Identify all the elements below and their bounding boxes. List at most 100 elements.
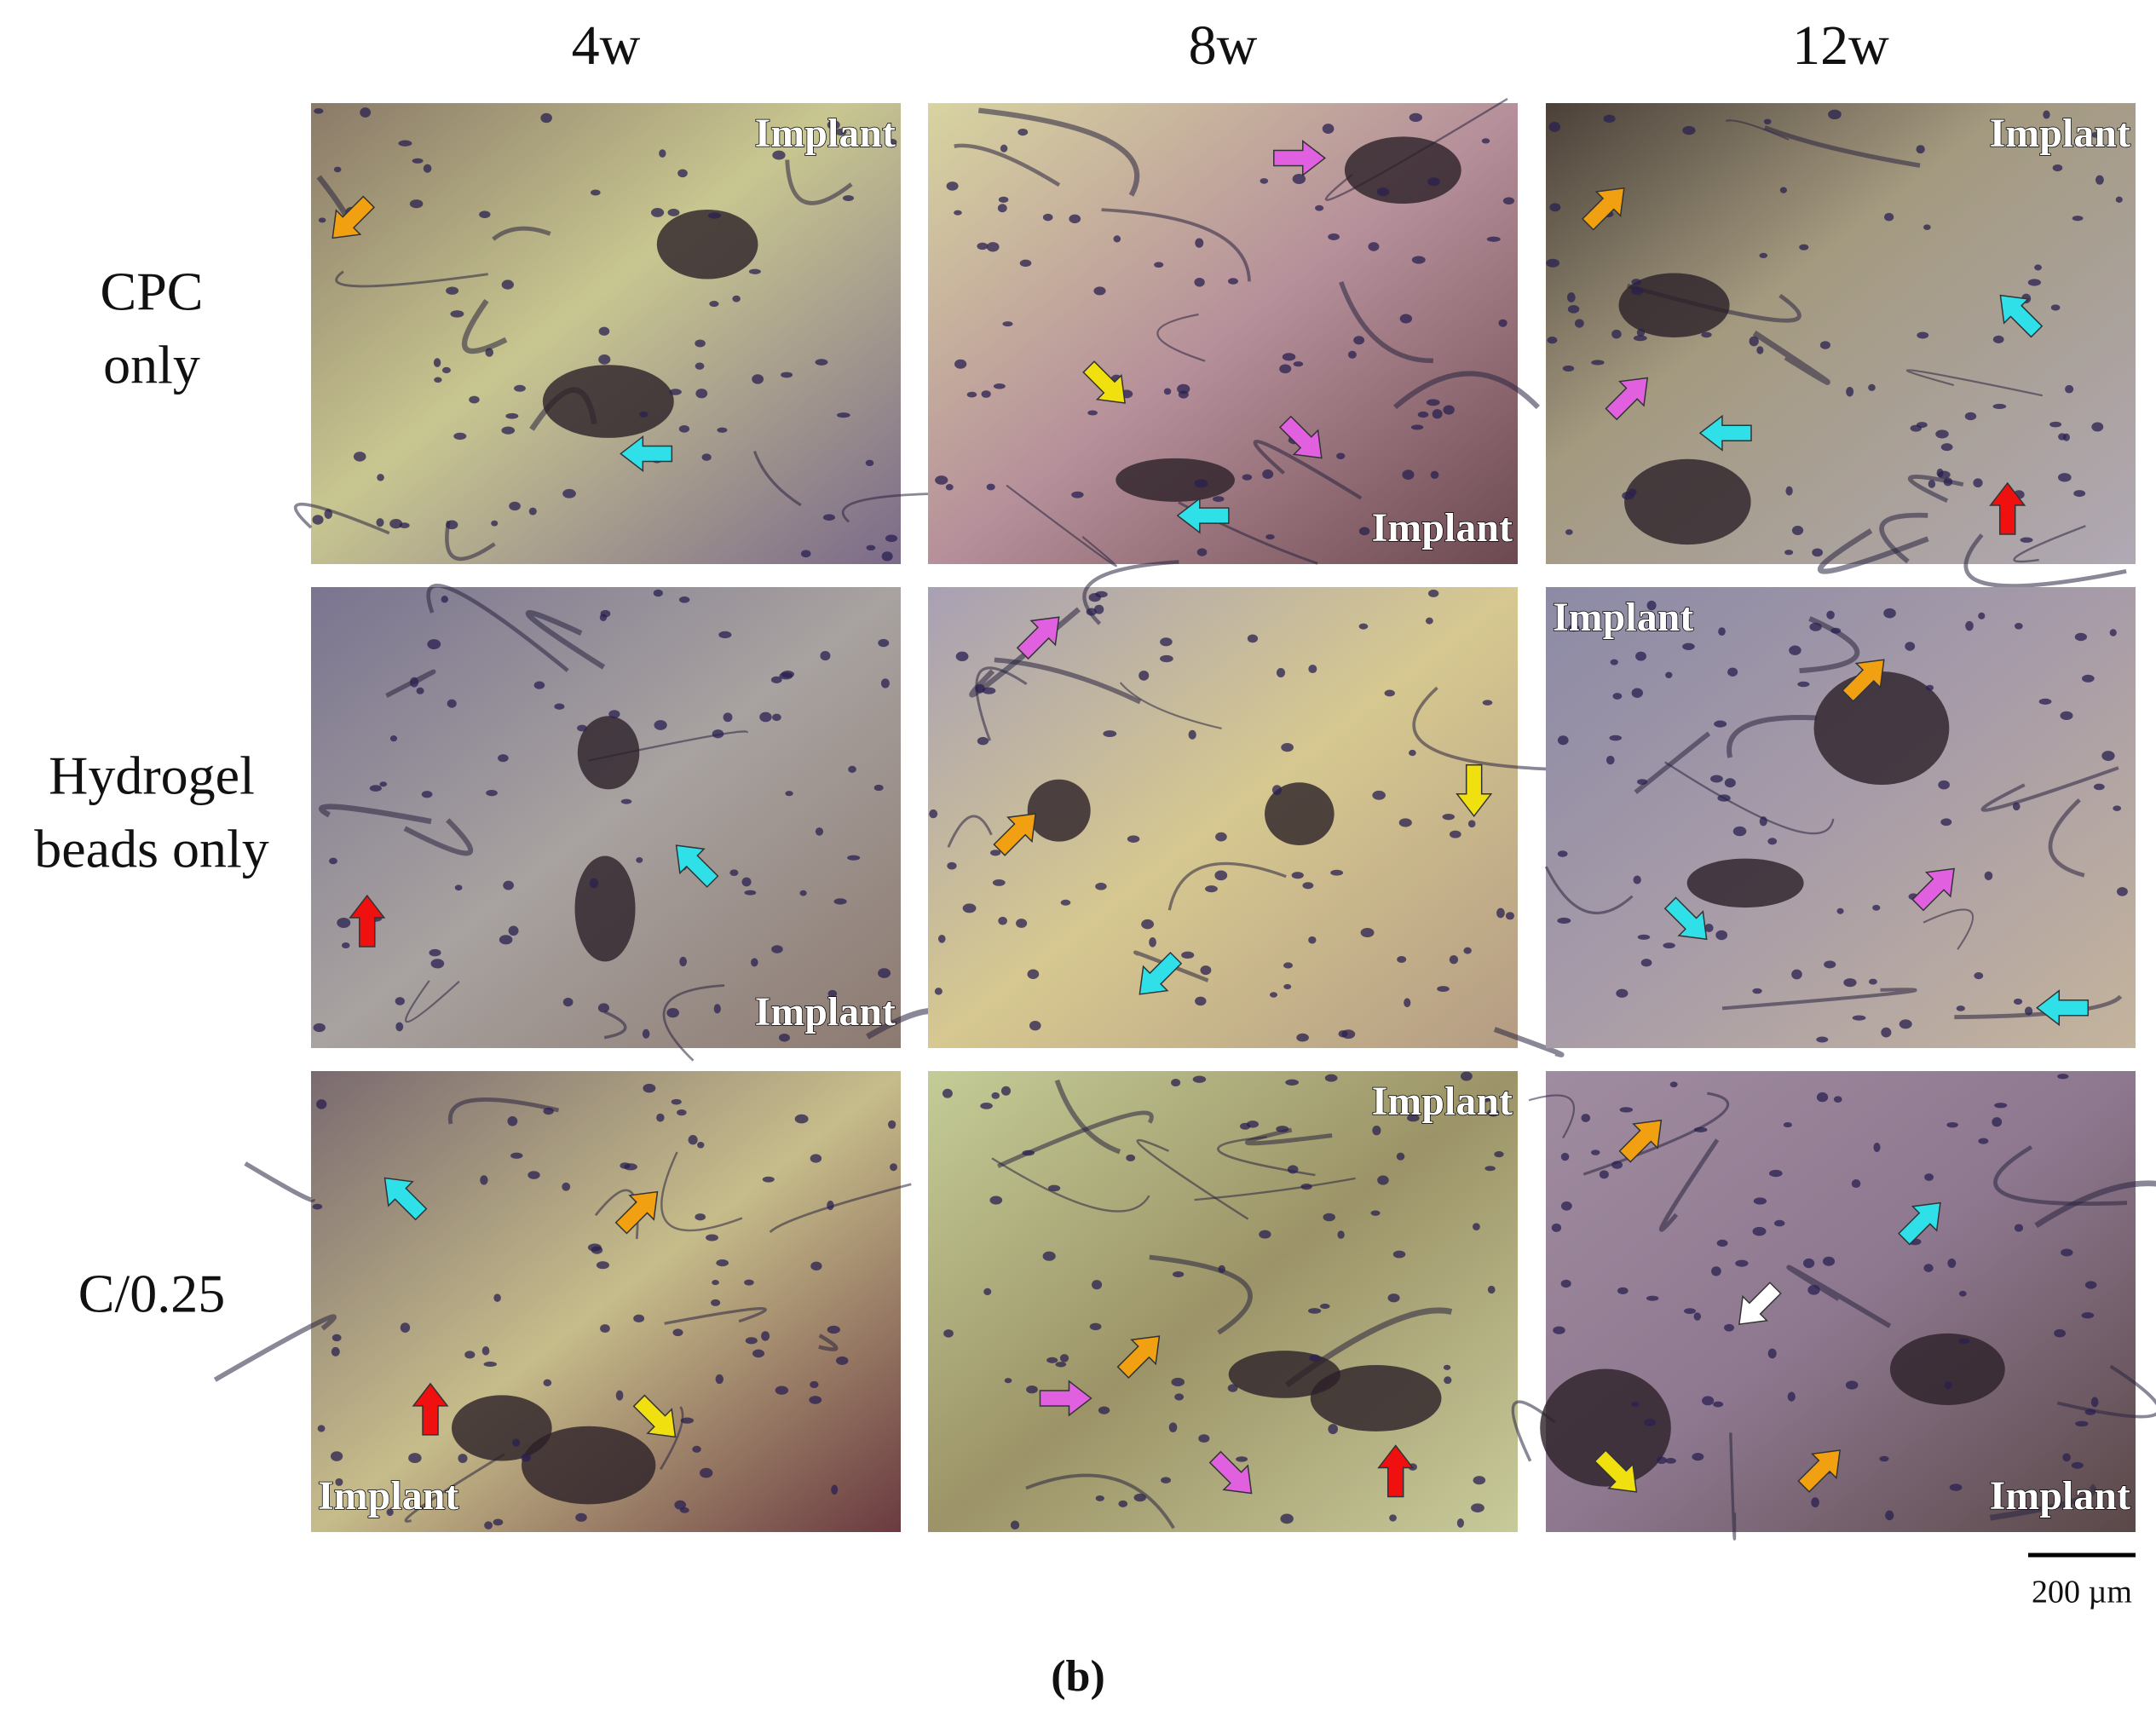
cell [809,1396,822,1404]
cell [562,997,574,1007]
cell [937,934,946,943]
cell [2091,131,2101,138]
cell [1816,1036,1829,1043]
cell [447,699,457,708]
cell [2084,1409,2096,1415]
cell [1071,491,1084,498]
cell [1308,936,1317,944]
cell [772,150,786,160]
cell [1328,1424,1338,1435]
cell [1784,550,1794,556]
cell [2061,1248,2073,1257]
cell [2072,216,2084,222]
cell [507,1116,518,1126]
dark-body [522,1426,656,1505]
cell [1094,604,1104,614]
cell [1833,1096,1842,1103]
cell [1611,1161,1623,1169]
cell [480,1175,488,1185]
arrow [2036,989,2090,1027]
cell [1271,785,1283,796]
fibre [1727,715,1818,758]
cell [688,1135,698,1145]
arrow [1139,951,1183,995]
cell [1089,1322,1102,1331]
cell [1055,1362,1067,1368]
cell [1925,684,1934,691]
cell [1315,205,1324,211]
cell [762,1176,775,1183]
cell [1567,304,1580,314]
cell [1360,927,1375,938]
cell [433,358,441,367]
cell [888,1120,896,1129]
cell [331,1451,343,1461]
cell [1797,681,1810,688]
arrow [1698,414,1752,452]
cell [1924,1173,1934,1181]
cell [1160,654,1173,663]
cell [1682,642,1695,650]
cell [977,736,989,746]
cell [1637,779,1648,785]
cell [977,242,989,251]
cell [2109,629,2117,637]
cell [1663,942,1675,949]
arrow [1278,415,1323,459]
cell [1242,474,1253,481]
dark-body [1540,1368,1671,1487]
fibre [769,1183,912,1234]
fibre [1923,908,1974,950]
fibre [1101,208,1251,282]
cell [1984,871,1993,881]
cell [1399,314,1413,324]
cell [1633,335,1647,342]
cell [1682,125,1696,135]
cell [1285,1079,1300,1086]
cell [677,169,688,178]
cell [491,520,499,527]
cell [427,639,441,650]
cell [1978,1138,1989,1144]
cell [674,1500,687,1510]
cell [1605,755,1615,765]
cell [1799,244,1809,251]
cell [716,1259,729,1267]
fibre [319,804,432,825]
cell [1227,278,1238,285]
micrograph-panel: Implant [1544,587,2136,1048]
caption: (b) [1051,1652,1105,1701]
arrow [1911,867,1955,912]
cell [885,534,898,543]
cell [598,354,611,365]
cell [636,856,643,863]
cell [1372,790,1386,800]
cell [1789,645,1801,655]
fibre [1324,97,1508,201]
cell [554,703,565,710]
cell [512,1438,521,1447]
cell [1787,1391,1796,1402]
cell [1154,262,1164,268]
dark-body [1310,1364,1442,1432]
cell [1270,992,1278,998]
cell [1029,1020,1041,1031]
cell [1611,329,1622,339]
cell [1560,1201,1572,1211]
cell [1127,835,1140,843]
arrow [1208,1450,1253,1495]
cell [1432,409,1443,419]
cell [1247,634,1259,643]
cell [1449,830,1461,838]
cell [1281,743,1294,752]
cell [1487,1285,1496,1294]
cell [723,712,733,723]
cell [509,501,521,511]
cell [1010,1520,1020,1530]
fibre [2056,1364,2156,1419]
cell [1296,1033,1309,1042]
cell [1905,642,1916,651]
cell [441,366,451,374]
cell [2058,473,2072,482]
fibre [1167,861,1287,911]
